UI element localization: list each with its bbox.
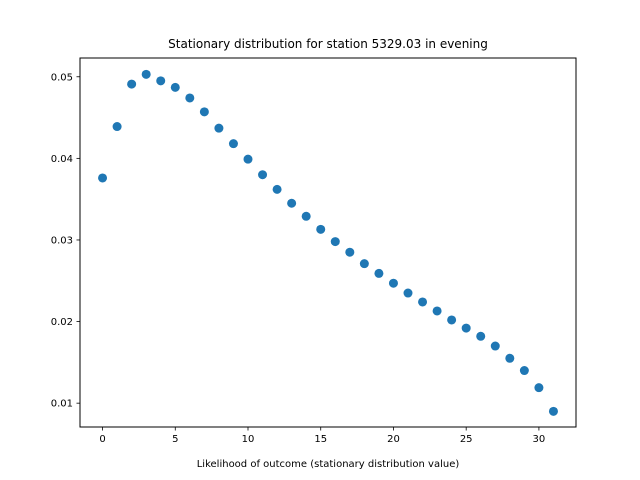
data-point (432, 306, 442, 316)
x-tick-label: 30 (533, 434, 546, 445)
data-point (141, 69, 151, 79)
data-point (490, 341, 500, 351)
data-point (199, 107, 209, 117)
data-point (359, 259, 369, 269)
y-tick-label: 0.02 (51, 317, 73, 328)
x-tick-label: 15 (314, 434, 327, 445)
data-point (374, 268, 384, 278)
x-axis-label: Likelihood of outcome (stationary distri… (197, 459, 460, 470)
data-point (548, 406, 558, 416)
data-point (156, 76, 166, 86)
y-axis-ticks: 0.01 0.02 0.03 0.04 0.05 (51, 72, 80, 410)
data-point (170, 82, 180, 92)
data-point (345, 247, 355, 257)
data-point (505, 353, 515, 363)
data-point (476, 331, 486, 341)
x-tick-label: 25 (460, 434, 473, 445)
data-point (301, 211, 311, 221)
data-points (98, 69, 558, 416)
data-point (534, 383, 544, 393)
data-point (403, 288, 413, 298)
data-point (272, 184, 282, 194)
data-point (185, 93, 195, 103)
y-tick-label: 0.04 (51, 154, 73, 165)
data-point (447, 315, 457, 325)
data-point (228, 139, 238, 149)
x-tick-label: 10 (242, 434, 255, 445)
y-tick-label: 0.03 (51, 235, 73, 246)
data-point (287, 198, 297, 208)
chart-title: Stationary distribution for station 5329… (168, 37, 488, 51)
data-point (418, 297, 428, 307)
x-axis-ticks: 0 5 10 15 20 25 30 (99, 427, 545, 445)
y-tick-label: 0.01 (51, 399, 73, 410)
x-tick-label: 0 (99, 434, 105, 445)
data-point (519, 366, 529, 376)
x-tick-label: 5 (172, 434, 178, 445)
data-point (388, 278, 398, 288)
data-point (214, 123, 224, 133)
data-point (243, 154, 253, 164)
data-point (112, 122, 122, 132)
data-point (98, 173, 108, 183)
data-point (330, 237, 340, 247)
data-point (127, 79, 137, 89)
data-point (258, 170, 268, 180)
plot-frame (79, 57, 577, 428)
x-tick-label: 20 (387, 434, 400, 445)
data-point (461, 323, 471, 333)
data-point (316, 224, 326, 234)
y-tick-label: 0.05 (51, 72, 73, 83)
